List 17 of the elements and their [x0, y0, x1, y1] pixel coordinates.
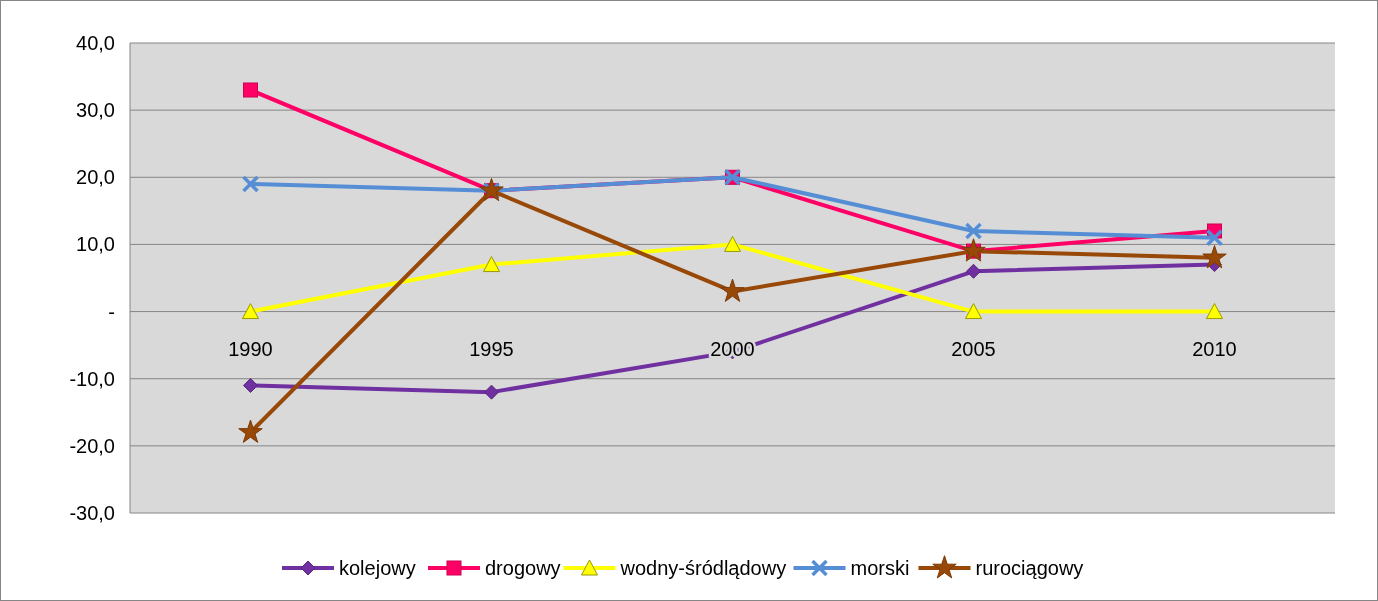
legend-label: rurociągowy [975, 557, 1084, 579]
x-tick-label: 2010 [1192, 337, 1237, 360]
legend-label: kolejowy [339, 557, 416, 579]
legend-label: drogowy [485, 557, 561, 579]
y-tick-label: - [108, 300, 115, 323]
y-tick-label: -20,0 [69, 434, 115, 457]
x-tick-label: 1990 [228, 337, 273, 360]
y-tick-label: -30,0 [69, 502, 115, 524]
y-tick-label: 10,0 [76, 233, 115, 256]
x-tick-label: 1995 [469, 337, 514, 360]
y-tick-label: 40,0 [76, 32, 115, 54]
x-tick-label: 2005 [951, 337, 996, 360]
legend-label: wodny-śródlądowy [619, 557, 787, 579]
y-tick-label: 20,0 [76, 166, 115, 189]
y-tick-label: 30,0 [76, 99, 115, 122]
y-tick-label: -10,0 [69, 367, 115, 390]
legend-label: morski [850, 557, 910, 579]
